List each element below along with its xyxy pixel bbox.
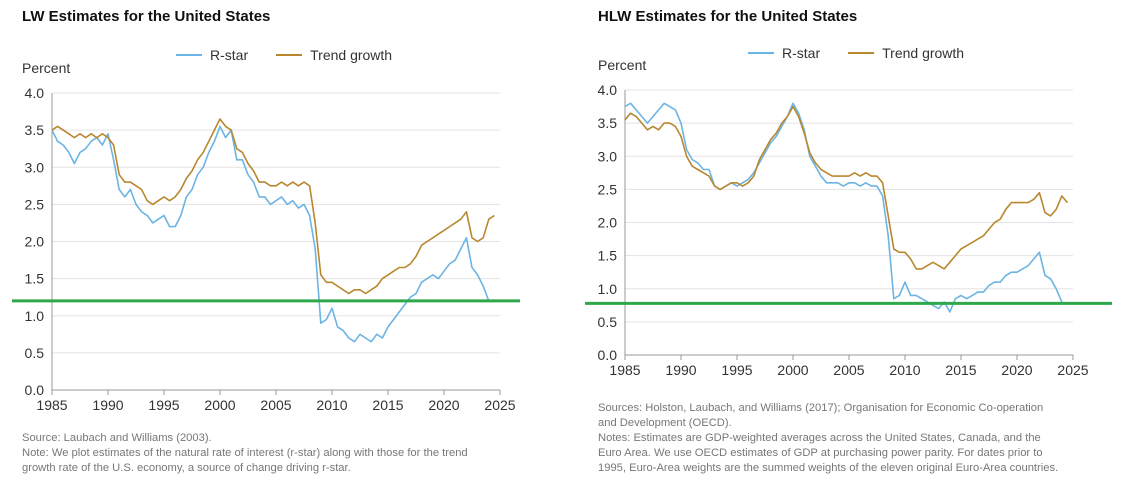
lw-y-tick-label: 3.0 [25,159,45,175]
lw-note-line: Note: We plot estimates of the natural r… [22,447,468,459]
hlw-y-tick-label: 0.5 [598,314,618,330]
hlw-chart-legend: R-star Trend growth [748,45,992,61]
hlw-x-tick-label: 1990 [665,362,696,378]
hlw-y-axis-label: Percent [598,57,647,73]
hlw-rstar-line [624,102,1063,313]
lw-y-tick-label: 2.0 [25,234,45,250]
hlw-note-line: and Development (OECD). [598,417,732,429]
lw-chart-title: LW Estimates for the United States [22,8,271,25]
rstar-swatch [176,54,202,56]
hlw-x-tick-label: 1995 [721,362,752,378]
legend-item-rstar: R-star [176,47,248,63]
trend-swatch [848,52,875,54]
hlw-y-tick-label: 0.0 [598,347,618,363]
lw-note-line: growth rate of the U.S. economy, a sourc… [22,462,351,474]
hlw-x-tick-label: 1985 [609,362,640,378]
lw-notes: Source: Laubach and Williams (2003). Not… [22,431,532,476]
lw-x-tick-label: 2010 [316,397,347,413]
lw-x-tick-label: 1995 [148,397,179,413]
lw-y-axis-label: Percent [22,60,71,76]
lw-chart-legend: R-star Trend growth [176,47,420,63]
legend-item-trend: Trend growth [848,45,964,61]
hlw-y-tick-label: 3.5 [598,115,618,131]
hlw-y-tick-label: 4.0 [598,82,618,98]
lw-y-tick-label: 0.5 [25,345,45,361]
hlw-y-tick-label: 2.0 [598,215,618,231]
lw-line-chart: 0.0 0.5 1.0 1.5 2.0 2.5 3.0 3.5 4.0 1985 1990 1995 2… [12,85,520,413]
rstar-swatch [748,52,774,54]
lw-x-tick-label: 2025 [484,397,515,413]
lw-x-tick-label: 2020 [428,397,459,413]
hlw-x-tick-label: 2000 [777,362,808,378]
legend-label-trend: Trend growth [310,47,393,63]
hlw-y-tick-label: 2.5 [598,181,618,197]
lw-x-tick-label: 1985 [36,397,67,413]
hlw-y-tick-label: 3.0 [598,148,618,164]
hlw-x-tick-label: 2025 [1057,362,1088,378]
lw-y-tick-label: 1.0 [25,308,45,324]
legend-label-trend: Trend growth [882,45,965,61]
lw-y-tick-label: 3.5 [25,122,45,138]
lw-y-tick-label: 4.0 [25,85,45,101]
lw-y-tick-label: 2.5 [25,196,45,212]
lw-rstar-line [51,125,493,343]
legend-item-trend: Trend growth [276,47,392,63]
hlw-y-tick-label: 1.5 [598,248,618,264]
hlw-note-line: 1995, Euro-Area weights are the summed w… [598,462,1059,474]
legend-label-rstar: R-star [210,47,249,63]
hlw-note-line: Notes: Estimates are GDP-weighted averag… [598,432,1041,444]
lw-trend-growth-line [51,118,495,295]
lw-x-tick-label: 2015 [372,397,403,413]
hlw-x-tick-label: 2005 [833,362,864,378]
hlw-line-chart: 0.0 0.5 1.0 1.5 2.0 2.5 3.0 3.5 4.0 1985 1990 1995 2… [585,82,1112,378]
hlw-trend-growth-line [624,105,1069,270]
lw-x-tick-label: 2005 [260,397,291,413]
lw-note-line: Source: Laubach and Williams (2003). [22,432,212,444]
hlw-note-line: Euro Area. We use OECD estimates of GDP … [598,447,1043,459]
hlw-note-line: Sources: Holston, Laubach, and Williams … [598,402,1044,414]
hlw-notes: Sources: Holston, Laubach, and Williams … [598,401,1118,476]
lw-x-tick-label: 2000 [204,397,235,413]
lw-chart-panel: LW Estimates for the United States R-sta… [0,0,560,486]
hlw-chart-panel: HLW Estimates for the United States R-st… [580,0,1126,486]
legend-label-rstar: R-star [782,45,821,61]
hlw-x-tick-label: 2010 [889,362,920,378]
lw-y-tick-label: 1.5 [25,271,45,287]
trend-swatch [276,54,303,56]
hlw-x-tick-label: 2015 [945,362,976,378]
hlw-x-tick-label: 2020 [1001,362,1032,378]
lw-y-tick-label: 0.0 [25,382,45,398]
hlw-y-tick-label: 1.0 [598,281,618,297]
lw-x-tick-label: 1990 [92,397,123,413]
hlw-chart-title: HLW Estimates for the United States [598,8,858,25]
legend-item-rstar: R-star [748,45,820,61]
